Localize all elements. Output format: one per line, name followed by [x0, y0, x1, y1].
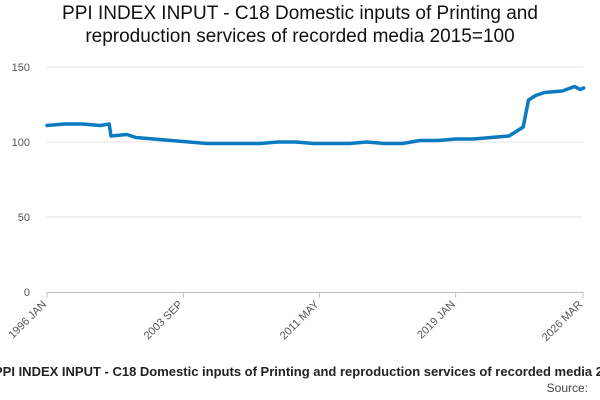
- x-tick-label: 1996 JAN: [6, 299, 49, 342]
- x-tick-label: 2003 SEP: [142, 299, 186, 343]
- source-label: Source:: [546, 381, 588, 395]
- chart-title: PPI INDEX INPUT - C18 Domestic inputs of…: [0, 2, 600, 48]
- legend: PPI INDEX INPUT - C18 Domestic inputs of…: [0, 364, 600, 382]
- y-tick-label: 150: [12, 62, 30, 74]
- x-tick-label: 2019 JAN: [415, 299, 458, 342]
- x-tick-label: 2011 MAY: [278, 298, 322, 342]
- y-tick-label: 50: [18, 212, 30, 224]
- x-tick-label: 2026 MAR: [540, 299, 585, 344]
- series-line: [45, 84, 586, 146]
- chart-title-line-2: reproduction services of recorded media …: [85, 26, 515, 47]
- legend-label: PPI INDEX INPUT - C18 Domestic inputs of…: [0, 364, 600, 379]
- chart-title-line-1: PPI INDEX INPUT - C18 Domestic inputs of…: [62, 3, 538, 24]
- y-tick-label: 100: [12, 137, 30, 149]
- y-tick-label: 0: [24, 287, 30, 299]
